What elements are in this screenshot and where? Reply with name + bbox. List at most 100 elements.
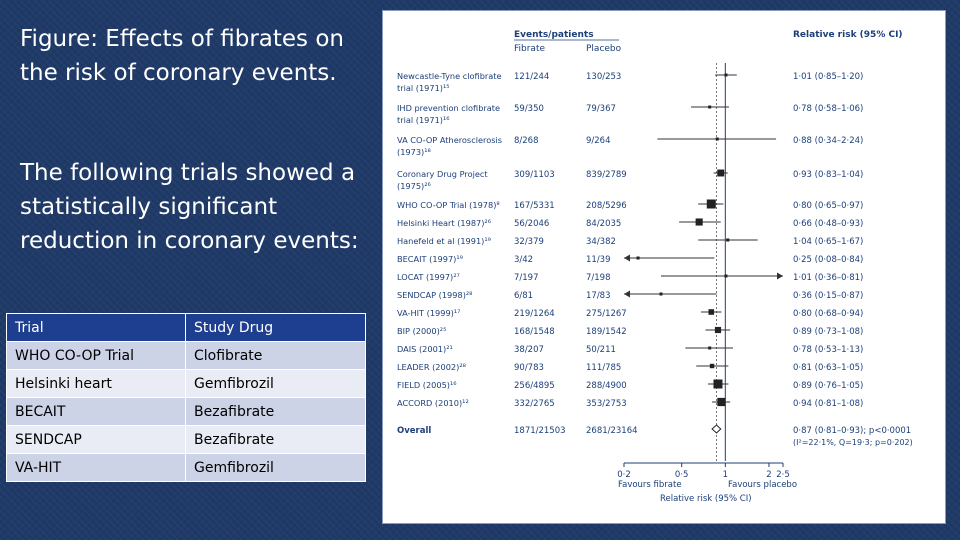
x-tick-label: 2 <box>766 470 771 480</box>
forest-x-axis-label: Relative risk (95% CI) <box>660 494 752 504</box>
study-name: Hanefeld et al (1991)¹⁹ <box>397 236 491 246</box>
fibrate-events: 309/1103 <box>514 170 555 180</box>
placebo-events: 9/264 <box>586 136 611 146</box>
study-name: BECAIT (1997)¹⁹ <box>397 254 463 264</box>
placebo-events: 11/39 <box>586 255 611 265</box>
study-row: WHO CO-OP Trial (1978)⁸ 167/5331 208/5296 0… <box>397 199 863 211</box>
study-name: trial (1971)¹⁶ <box>397 115 450 125</box>
study-rr-ci: 0·78 (0·53–1·13) <box>793 345 863 355</box>
study-name: BIP (2000)²⁵ <box>397 326 446 336</box>
fibrate-events: 256/4895 <box>514 381 555 391</box>
point-estimate-square <box>708 309 715 315</box>
heterogeneity-stats: (I²=22·1%, Q=19·3; p=0·202) <box>793 438 913 447</box>
fibrate-events: 59/350 <box>514 104 544 114</box>
x-tick-label: 1 <box>723 470 728 480</box>
slide-title: Figure: Effects of fibrates on the risk … <box>20 26 344 86</box>
study-rr-ci: 0·80 (0·65–0·97) <box>793 201 863 211</box>
point-estimate-square <box>636 256 640 260</box>
drug-cell: Bezafibrate <box>185 397 366 426</box>
study-name: FIELD (2005)¹⁶ <box>397 380 457 390</box>
trial-cell: SENDCAP <box>6 425 186 454</box>
table-row: BECAIT Bezafibrate <box>6 397 366 426</box>
drug-cell: Gemfibrozil <box>185 369 366 398</box>
placebo-events: 50/211 <box>586 345 616 355</box>
placebo-events: 189/1542 <box>586 327 627 337</box>
fibrate-events: 7/197 <box>514 273 539 283</box>
table-header-row: Trial Study Drug <box>6 313 366 342</box>
study-row: FIELD (2005)¹⁶ 256/4895 288/4900 0·89 (0·76… <box>397 379 863 391</box>
study-name: VA-HIT (1999)¹⁷ <box>397 308 460 318</box>
col-events-header: Events/patients <box>514 30 594 40</box>
drug-cell: Clofibrate <box>185 341 366 370</box>
point-estimate-square <box>724 274 728 278</box>
fibrate-events: 38/207 <box>514 345 544 355</box>
overall-label: Overall <box>397 426 431 436</box>
study-name: Coronary Drug Project <box>397 169 488 179</box>
point-estimate-square <box>713 379 723 389</box>
fibrate-events: 168/1548 <box>514 327 555 337</box>
study-row: ACCORD (2010)¹² 332/2765 353/2753 0·94 (0·8… <box>397 397 863 409</box>
study-rr-ci: 1·01 (0·36–0·81) <box>793 273 863 283</box>
fibrate-events: 219/1264 <box>514 309 555 319</box>
study-rr-ci: 0·66 (0·48–0·93) <box>793 219 863 229</box>
study-row: BECAIT (1997)¹⁹ 3/42 11/39 0·25 (0·08–0·84) <box>397 254 863 265</box>
table-row: WHO CO-OP Trial Clofibrate <box>6 341 366 370</box>
placebo-events: 84/2035 <box>586 219 621 229</box>
col-placebo-header: Placebo <box>586 44 622 54</box>
study-row: LOCAT (1997)²⁷ 7/197 7/198 1·01 (0·36–0·81) <box>397 272 863 283</box>
study-rr-ci: 0·88 (0·34–2·24) <box>793 136 863 146</box>
study-name: LOCAT (1997)²⁷ <box>397 272 460 282</box>
point-estimate-square <box>726 238 730 242</box>
study-name: (1975)²⁶ <box>397 181 432 191</box>
study-rr-ci: 0·94 (0·81–1·08) <box>793 399 863 409</box>
fibrate-events: 56/2046 <box>514 219 549 229</box>
study-name: trial (1971)¹⁵ <box>397 83 450 93</box>
overall-diamond <box>711 424 722 434</box>
study-name: Newcastle-Tyne clofibrate <box>397 71 502 81</box>
study-row: IHD prevention clofibrate trial (1971)¹⁶ 5… <box>397 103 863 125</box>
point-estimate-square <box>695 218 703 226</box>
placebo-events: 839/2789 <box>586 170 627 180</box>
study-name: VA CO-OP Atherosclerosis <box>397 135 502 145</box>
trial-cell: Helsinki heart <box>6 369 186 398</box>
study-name: SENDCAP (1998)²⁸ <box>397 290 472 300</box>
study-row: Helsinki Heart (1987)²⁶ 56/2046 84/2035 0·6… <box>397 218 863 229</box>
placebo-events: 17/83 <box>586 291 611 301</box>
header-trial: Trial <box>6 313 186 342</box>
overall-placebo-events: 2681/23164 <box>586 426 638 436</box>
study-row: VA CO-OP Atherosclerosis (1973)¹⁸ 8/268 9/2… <box>397 135 863 157</box>
x-tick-label: 0·5 <box>675 470 689 480</box>
study-rr-ci: 0·81 (0·63–1·05) <box>793 363 863 373</box>
study-name: DAIS (2001)²¹ <box>397 344 453 354</box>
fibrate-events: 8/268 <box>514 136 539 146</box>
study-name: ACCORD (2010)¹² <box>397 398 469 408</box>
study-name: Helsinki Heart (1987)²⁶ <box>397 218 492 228</box>
fibrate-events: 3/42 <box>514 255 533 265</box>
study-rr-ci: 1·04 (0·65–1·67) <box>793 237 863 247</box>
study-row: SENDCAP (1998)²⁸ 6/81 17/83 0·36 (0·15–0·87… <box>397 290 863 301</box>
point-estimate-square <box>708 346 712 350</box>
x-tick-label: 0·2 <box>617 470 631 480</box>
fibrate-events: 332/2765 <box>514 399 555 409</box>
trial-cell: WHO CO-OP Trial <box>6 341 186 370</box>
study-row: Newcastle-Tyne clofibrate trial (1971)¹⁵ 1… <box>397 71 863 93</box>
study-rr-ci: 0·80 (0·68–0·94) <box>793 309 863 319</box>
placebo-events: 275/1267 <box>586 309 627 319</box>
fibrate-events: 6/81 <box>514 291 533 301</box>
study-rr-ci: 1·01 (0·85–1·20) <box>793 72 863 82</box>
study-row: Coronary Drug Project (1975)²⁶ 309/1103 839… <box>397 169 863 191</box>
ci-arrow-left <box>624 254 630 262</box>
trials-table: Trial Study Drug WHO CO-OP Trial Clofibr… <box>6 313 366 482</box>
favours-fibrate-label: Favours fibrate <box>618 480 682 490</box>
x-tick-label: 2·5 <box>776 470 790 480</box>
point-estimate-square <box>717 169 725 177</box>
placebo-events: 111/785 <box>586 363 621 373</box>
study-name: IHD prevention clofibrate <box>397 103 500 113</box>
point-estimate-square <box>715 137 719 141</box>
placebo-events: 353/2753 <box>586 399 627 409</box>
point-estimate-square <box>714 326 722 334</box>
study-rr-ci: 0·93 (0·83–1·04) <box>793 170 863 180</box>
point-estimate-square <box>717 397 726 407</box>
study-rr-ci: 0·36 (0·15–0·87) <box>793 291 863 301</box>
placebo-events: 34/382 <box>586 237 616 247</box>
